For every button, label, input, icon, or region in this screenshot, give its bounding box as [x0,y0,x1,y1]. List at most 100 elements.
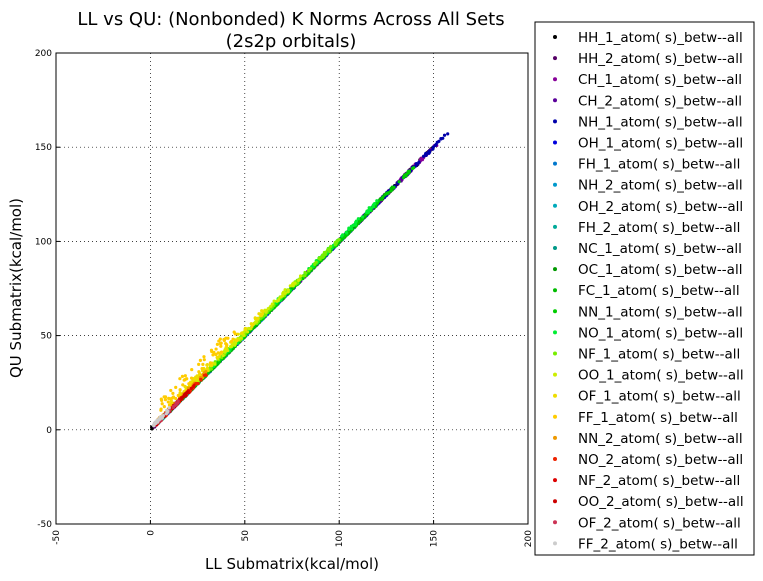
scatter-point [335,239,340,243]
scatter-point [182,378,186,382]
scatter-point [167,403,172,407]
scatter-point [303,274,307,278]
scatter-point [249,322,253,326]
scatter-point [230,339,234,343]
scatter-point [345,231,349,235]
legend-entry: FH_1_atom( s)_betw--all [578,157,740,173]
scatter-point [321,254,325,258]
scatter-point [225,344,229,348]
scatter-point [190,368,194,372]
legend-entry: NN_1_atom( s)_betw--all [578,304,743,320]
scatter-point [297,278,301,282]
scatter-point [304,271,308,275]
scatter-point [341,233,345,237]
scatter-point [437,139,441,143]
scatter-point [328,249,332,254]
scatter-point [171,395,176,399]
scatter-point [286,288,290,292]
scatter-point [414,161,418,166]
x-tick-label: -50 [52,530,62,545]
legend-marker [553,35,557,39]
scatter-point [221,353,225,358]
scatter-point [160,414,165,418]
legend-marker [553,203,557,208]
scatter-point [178,377,182,381]
legend-marker [553,98,557,103]
scatter-point [197,370,201,374]
scatter-point [283,291,287,295]
scatter-point [171,404,176,409]
scatter-point [224,347,228,351]
scatter-point [174,385,178,389]
legend-entry: OO_1_atom( s)_betw--all [578,368,744,384]
scatter-point [189,386,193,390]
scatter-point [235,338,239,343]
legend-entry: CH_2_atom( s)_betw--all [578,93,742,109]
scatter-point [369,206,374,210]
y-tick-label: 150 [35,143,52,153]
scatter-point [367,206,371,210]
plot-frame [55,52,529,525]
y-tick-label: 200 [35,49,52,59]
legend-marker [553,56,557,61]
scatter-point [347,230,352,234]
scatter-point [439,137,443,141]
scatter-point [157,418,161,422]
scatter-point [211,353,215,357]
legend-marker [553,267,557,272]
scatter-point [171,391,175,395]
scatter-point [180,396,184,401]
legend-marker [553,478,557,483]
legend-entry: FF_1_atom( s)_betw--all [578,410,738,426]
legend-marker [553,182,557,187]
series-FF_1_atom( s)_betw--all [159,330,237,412]
legend-entry: HH_1_atom( s)_betw--all [578,30,743,46]
scatter-point [397,180,401,184]
legend-marker [553,224,557,229]
scatter-point [202,355,206,359]
legend-marker [553,140,557,145]
scatter-point [178,388,182,392]
scatter-point [245,330,250,334]
scatter-point [187,382,191,386]
scatter-point [201,362,205,366]
scatter-point [333,243,337,247]
scatter-point [204,373,208,377]
scatter-point [313,261,317,265]
scatter-point [183,374,187,378]
scatter-point [185,377,189,381]
scatter-point [233,332,237,336]
legend-marker [553,161,557,166]
scatter-point [205,366,210,370]
legend-entry: NF_2_atom( s)_betw--all [578,473,740,489]
scatter-point [361,215,365,219]
scatter-point [356,217,360,221]
legend-entry: NN_2_atom( s)_betw--all [578,431,743,447]
scatter-point [186,386,190,390]
scatter-point [354,220,358,224]
scatter-point [280,294,285,298]
legend-entry: NO_1_atom( s)_betw--all [578,325,743,341]
scatter-point [167,396,171,401]
scatter-point [189,376,194,380]
scatter-point [192,384,196,388]
x-axis-label: LL Submatrix(kcal/mol) [205,555,379,573]
legend-entry: HH_2_atom( s)_betw--all [578,51,743,67]
legend-entry: NO_2_atom( s)_betw--all [578,452,743,468]
scatter-point [307,268,311,273]
scatter-point [215,342,220,346]
legend-entry: NF_1_atom( s)_betw--all [578,347,740,363]
scatter-point [176,393,180,398]
legend-marker [553,520,557,525]
scatter-point [392,185,396,190]
scatter-point [272,299,276,303]
scatter-point [446,132,450,136]
scatter-point [240,331,244,335]
scatter-point [424,151,428,156]
legend-marker [553,435,557,440]
legend-entry: NH_2_atom( s)_betw--all [578,178,743,194]
legend-entry: NH_1_atom( s)_betw--all [578,114,743,130]
scatter-point [347,226,351,230]
scatter-point [353,223,358,227]
scatter-point [253,316,257,320]
